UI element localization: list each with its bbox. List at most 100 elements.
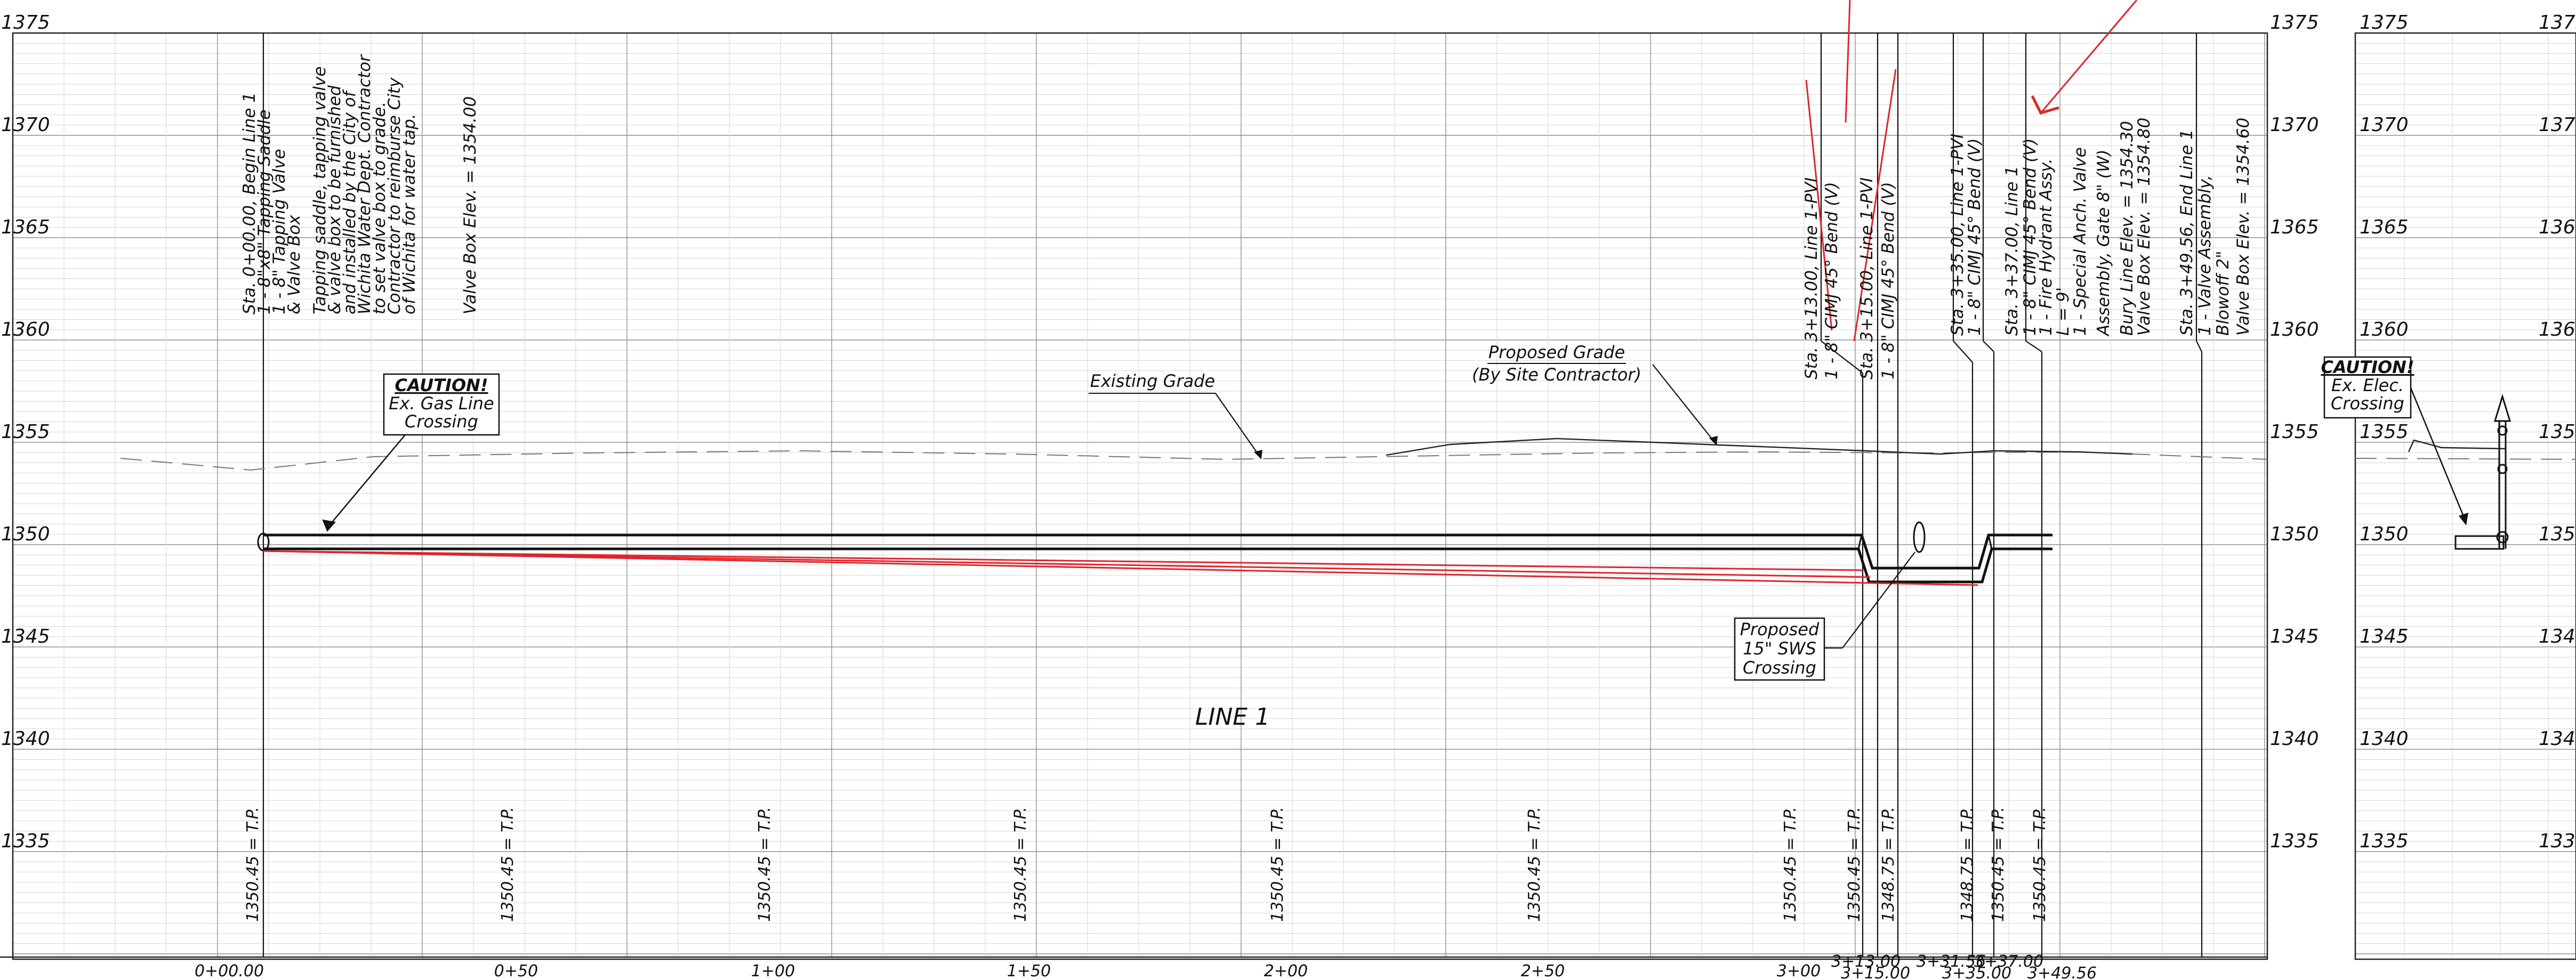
note-line: to set valve box to grade. xyxy=(370,102,389,314)
tp-label: 1350.45 = T.P. xyxy=(1525,807,1544,922)
begin-line-note: Sta. 0+00.00, Begin Line 1 1 - 8"x8" Tap… xyxy=(240,54,480,314)
elevation-label: 1350 xyxy=(2270,523,2319,545)
sws-line: Proposed xyxy=(1740,619,1820,639)
grid xyxy=(13,33,2576,957)
elevation-label: 1340 xyxy=(2360,728,2409,750)
tp-label: 1350.45 = T.P. xyxy=(1845,807,1864,922)
station-label: 0+50 xyxy=(494,962,538,980)
note-line: Contractor to reimburse City xyxy=(385,77,404,314)
note-line: Assembly, Gate 8" (W) xyxy=(2094,150,2113,337)
tp-label: 1350.45 = T.P. xyxy=(244,807,262,922)
caution-elec-callout: CAUTION! Ex. Elec. Crossing xyxy=(2321,356,2468,525)
elevation-label: 1345 xyxy=(2539,626,2576,647)
note-line: Sta. 0+00.00, Begin Line 1 xyxy=(240,92,259,314)
elevation-label: 1350 xyxy=(2539,523,2576,545)
elevation-label: 1365 xyxy=(2270,216,2319,238)
elevation-label: 1370 xyxy=(2539,114,2576,136)
caution-line: Crossing xyxy=(405,411,478,432)
station-label: 3+35.00 xyxy=(1942,964,2011,980)
note-line: 1 - Special Anch. Valve xyxy=(2071,147,2090,336)
proposed-grade-line xyxy=(1386,438,2133,456)
caution-gas-callout: CAUTION! Ex. Gas Line Crossing xyxy=(322,373,500,532)
note-line: of Wichita for water tap. xyxy=(400,114,419,314)
elevation-label: 1365 xyxy=(2539,216,2576,238)
tp-label: 1348.75 = T.P. xyxy=(1879,807,1898,922)
line-title: LINE 1 xyxy=(1195,703,1270,731)
tp-label: 1350.45 = T.P. xyxy=(1011,807,1030,922)
elevation-label: 1340 xyxy=(1,728,50,750)
proposed-grade-callout: Proposed Grade (By Site Contractor) xyxy=(1472,342,1718,446)
note-line: Sta. 3+35.00, Line 1-PVI xyxy=(1948,134,1967,336)
station-label: 3+31.56 xyxy=(1917,952,1986,971)
caution-line: Ex. Elec. xyxy=(2331,375,2404,395)
station-label: 2+00 xyxy=(1264,962,1308,980)
elevation-label: 1375 xyxy=(2360,12,2409,34)
existing-grade-detail xyxy=(2355,458,2576,460)
tp-label: 1350.45 = T.P. xyxy=(498,807,517,922)
elevation-label: 1360 xyxy=(2360,319,2409,341)
water-main-pipe xyxy=(257,532,2052,584)
elevation-label: 1335 xyxy=(1,830,50,852)
sws-crossing-callout: Proposed 15" SWS Crossing xyxy=(1734,552,1915,681)
tp-label: 1350.45 = T.P. xyxy=(1989,807,2008,922)
elevation-label: 1365 xyxy=(1,216,50,238)
existing-grade-callout: Existing Grade xyxy=(1089,371,1262,459)
elevation-labels: 1375 1375 1375 1375 1370 1370 1370 1370 1365 1365… xyxy=(1,12,2576,852)
note-line: Bury Line Elev. = 1354.30 xyxy=(2118,121,2137,336)
station-label: 1+00 xyxy=(751,962,795,980)
elevation-label: 1365 xyxy=(2360,216,2409,238)
elevation-label: 1375 xyxy=(1,12,50,34)
tp-label: 1350.45 = T.P. xyxy=(1268,807,1287,922)
station-labels: 0+00.00 0+50 1+00 1+50 2+00 2+50 3+00 3+… xyxy=(195,952,2097,980)
note-line: Blowoff 2" xyxy=(2213,251,2233,336)
sws-line: Crossing xyxy=(1743,658,1816,678)
note-line: Valve Box Elev. = 1354.60 xyxy=(2234,118,2253,336)
note-line: 1 - 8" CIMJ 45° Bend (V) xyxy=(1822,182,1841,379)
caution-title: CAUTION! xyxy=(395,375,488,395)
tp-label: 1350.45 = T.P. xyxy=(755,807,774,922)
elevation-label: 1340 xyxy=(2270,728,2319,750)
pvi-note-3-35: Sta. 3+35.00, Line 1-PVI 1 - 8" CIMJ 45°… xyxy=(1948,134,1984,336)
station-label: 3+00 xyxy=(1777,962,1821,980)
station-label: 3+15.00 xyxy=(1841,964,1910,980)
note-line: L = 9' xyxy=(2054,287,2073,336)
elevation-label: 1355 xyxy=(1,421,50,443)
pvi-note-3-13: Sta. 3+13.00, Line 1-PVI 1 - 8" CIMJ 45°… xyxy=(1802,177,1841,379)
elevation-label: 1335 xyxy=(2360,830,2409,852)
pvi-note-3-15: Sta. 3+15.00, Line 1-PVI 1 - 8" CIMJ 45°… xyxy=(1857,177,1898,379)
caution-title: CAUTION! xyxy=(2321,357,2414,377)
note-line: 1 - Fire Hydrant Assy. xyxy=(2036,158,2056,336)
existing-grade-label: Existing Grade xyxy=(1090,371,1215,391)
note-line: Sta. 3+13.00, Line 1-PVI xyxy=(1802,177,1821,379)
elevation-label: 1355 xyxy=(2270,421,2319,443)
caution-line: Ex. Gas Line xyxy=(389,393,494,414)
note-line: 1 - 8" CIMJ 45° Bend (V) xyxy=(1965,138,1984,336)
main-profile-frame xyxy=(12,32,2268,960)
note-line: 1 - 8" CIMJ 45° Bend (V) xyxy=(2020,138,2040,336)
elevation-label: 1370 xyxy=(1,114,50,136)
note-line: 1 - 8" Tapping Valve xyxy=(270,149,289,314)
hydrant-note-3-37: Sta. 3+37.00, Line 1 1 - 8" CIMJ 45° Ben… xyxy=(2002,118,2154,337)
elevation-label: 1360 xyxy=(2270,319,2319,341)
elevation-label: 1345 xyxy=(2360,626,2409,647)
elevation-label: 1350 xyxy=(2360,523,2409,545)
fire-hydrant-detail xyxy=(2454,393,2511,550)
note-line: Sta. 3+49.56, End Line 1 xyxy=(2177,129,2196,336)
elevation-label: 1370 xyxy=(2360,114,2409,136)
proposed-grade-detail xyxy=(2408,439,2506,452)
station-label: 3+13.00 xyxy=(1831,952,1901,971)
elevation-label: 1335 xyxy=(2539,830,2576,852)
elevation-label: 1360 xyxy=(1,319,50,341)
note-line: 1 - 8"x8" Tapping Saddle xyxy=(255,110,274,314)
note-line: Tapping saddle, tapping valve xyxy=(310,67,329,314)
tp-label: 1348.75 = T.P. xyxy=(1958,807,1977,922)
elevation-label: 1335 xyxy=(2270,830,2319,852)
note-line: 1 - 8" CIMJ 45° Bend (V) xyxy=(1879,182,1898,379)
proposed-grade-sublabel: (By Site Contractor) xyxy=(1472,365,1641,385)
elevation-label: 1345 xyxy=(1,626,50,647)
sws-pipe-ellipse xyxy=(1913,521,1926,553)
proposed-grade-label: Proposed Grade xyxy=(1488,342,1625,362)
elevation-label: 1355 xyxy=(2360,421,2409,443)
elevation-label: 1375 xyxy=(2270,12,2319,34)
elevation-label: 1360 xyxy=(2539,319,2576,341)
